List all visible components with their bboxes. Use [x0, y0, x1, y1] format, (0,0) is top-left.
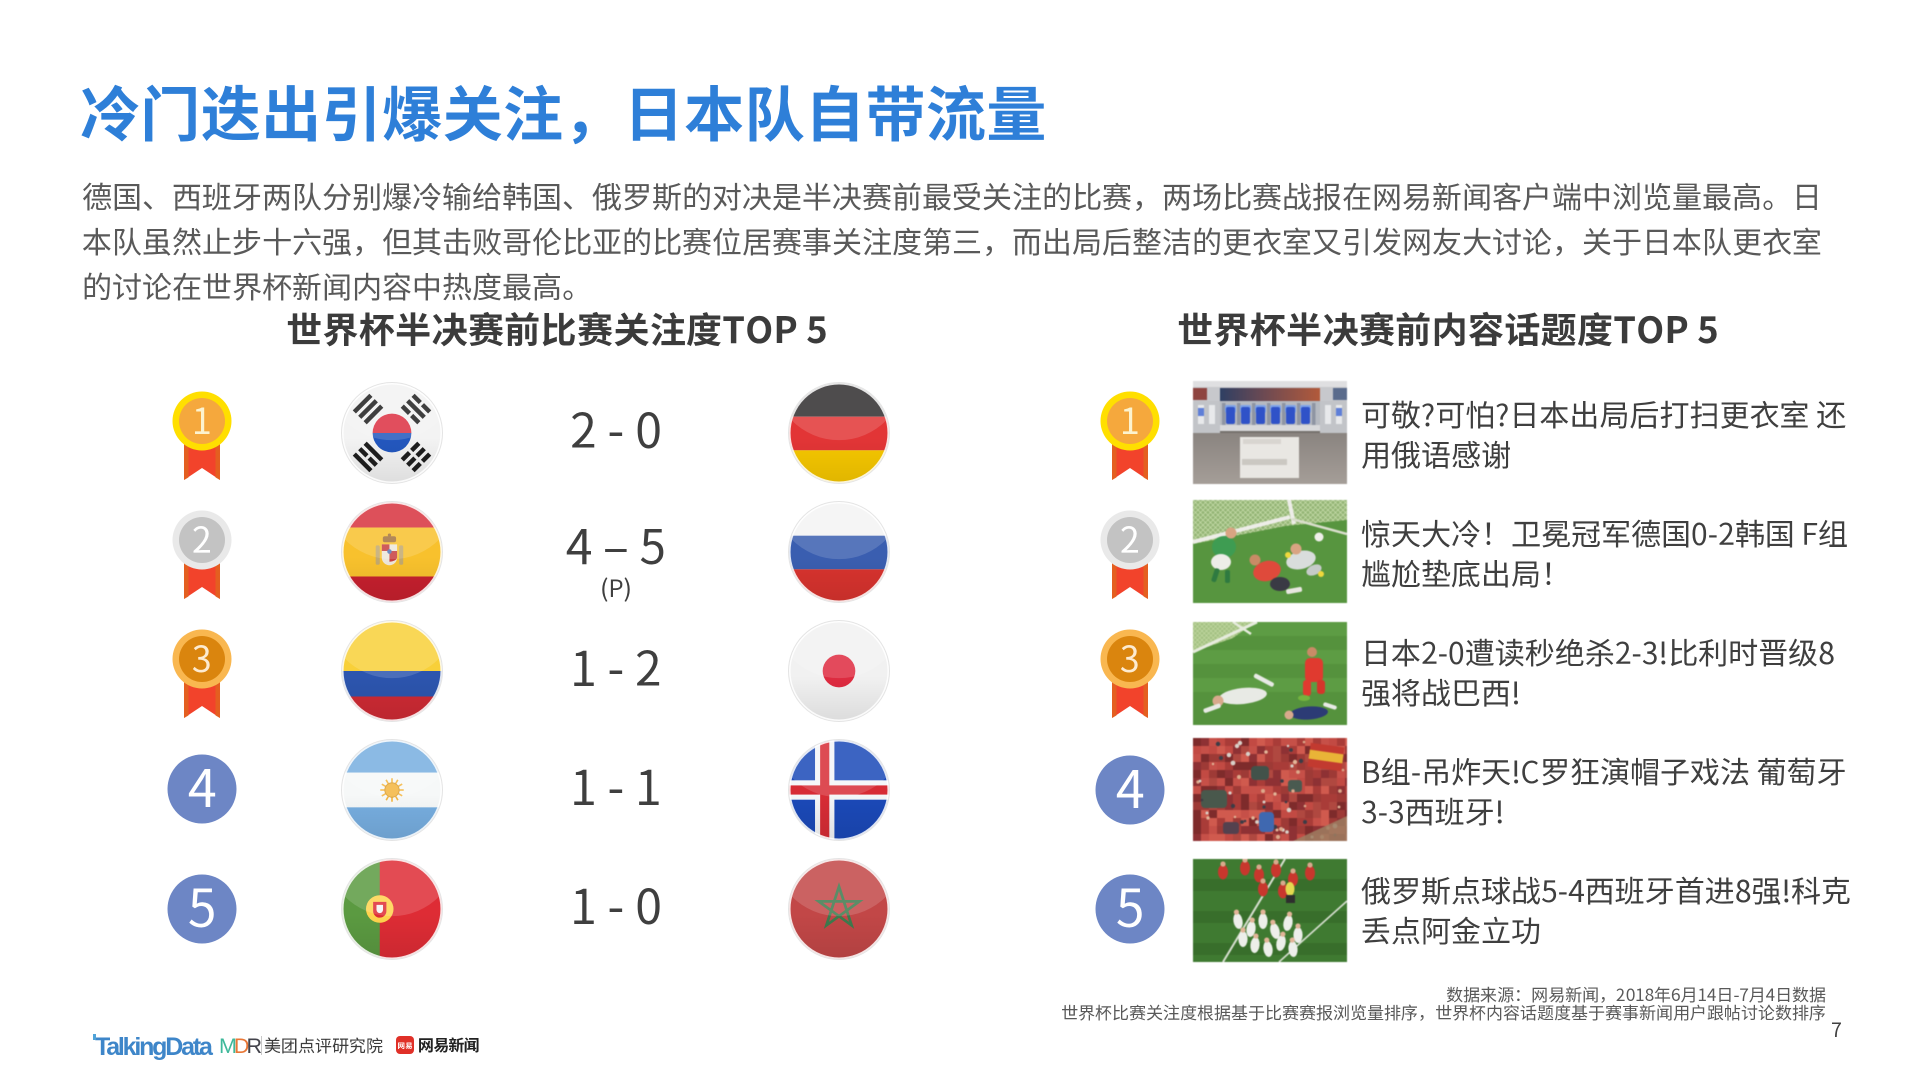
svg-text:网易: 网易: [398, 1041, 413, 1052]
